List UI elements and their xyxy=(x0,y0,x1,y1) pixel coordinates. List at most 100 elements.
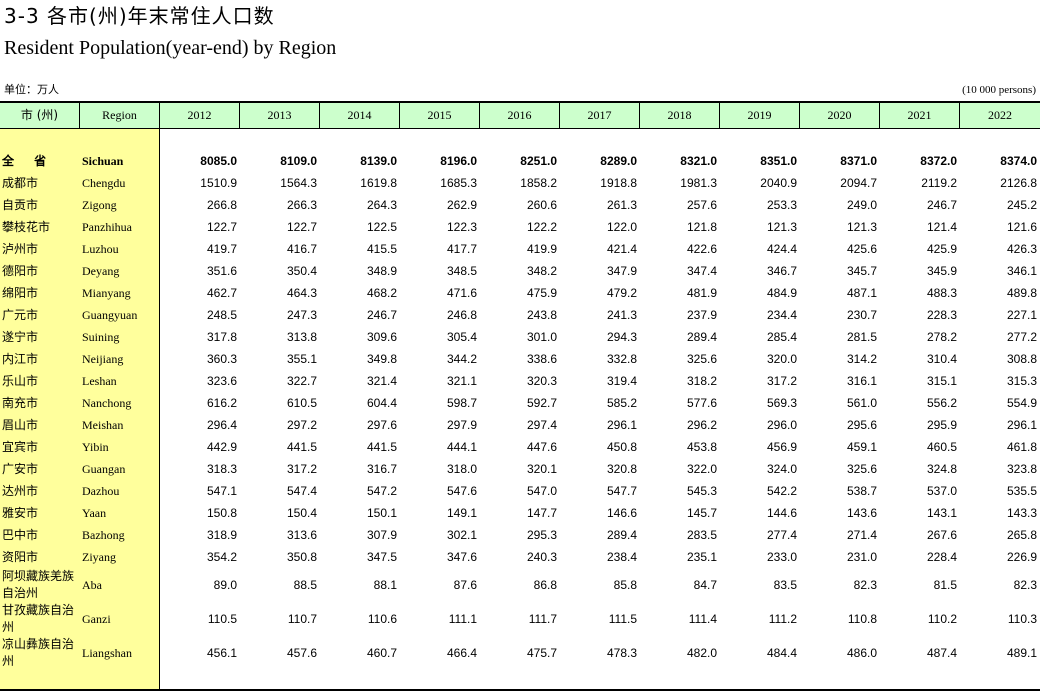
population-value: 325.6 xyxy=(686,352,717,366)
region-name-cn: 绵阳市 xyxy=(2,285,39,300)
population-value: 296.4 xyxy=(206,418,237,432)
population-value: 85.8 xyxy=(613,578,637,592)
population-value: 321.4 xyxy=(366,374,397,388)
region-name-en: Yaan xyxy=(82,505,107,520)
population-value: 289.4 xyxy=(606,528,637,542)
population-value: 598.7 xyxy=(446,396,477,410)
table-row: 成都市 Chengdu 1510.9 1564.3 1619.8 1685.3 1858.2… xyxy=(0,172,1040,194)
population-value: 297.9 xyxy=(446,418,477,432)
population-value: 83.5 xyxy=(773,578,797,592)
population-value: 281.5 xyxy=(846,330,877,344)
region-name-en: Suining xyxy=(82,329,120,344)
population-value: 246.7 xyxy=(926,198,957,212)
region-name-en: Sichuan xyxy=(82,153,124,168)
population-value: 82.3 xyxy=(1013,578,1037,592)
region-name-en: Liangshan xyxy=(82,645,132,660)
region-name-cn: 眉山市 xyxy=(2,417,39,432)
population-value: 1858.2 xyxy=(520,176,557,190)
population-value: 538.7 xyxy=(846,484,877,498)
population-value: 456.1 xyxy=(206,646,237,660)
population-value: 278.2 xyxy=(926,330,957,344)
population-value: 302.1 xyxy=(446,528,477,542)
population-value: 86.8 xyxy=(533,578,557,592)
region-name-en: Chengdu xyxy=(82,175,126,190)
region-name-en: Panzhihua xyxy=(82,219,132,234)
table-row: 广安市 Guangan 318.3 317.2 316.7 318.0 320.1 320.8… xyxy=(0,458,1040,480)
population-value: 347.4 xyxy=(686,264,717,278)
population-value: 309.6 xyxy=(366,330,397,344)
population-value: 484.9 xyxy=(766,286,797,300)
population-value: 110.7 xyxy=(287,612,317,626)
table-row: 德阳市 Deyang 351.6 350.4 348.9 348.5 348.2 347.9 3… xyxy=(0,260,1040,282)
population-value: 569.3 xyxy=(766,396,797,410)
population-value: 144.6 xyxy=(766,506,797,520)
population-value: 460.5 xyxy=(926,440,957,454)
population-value: 441.5 xyxy=(286,440,317,454)
population-value: 610.5 xyxy=(286,396,317,410)
population-value: 245.2 xyxy=(1006,198,1037,212)
population-value: 547.0 xyxy=(526,484,557,498)
region-name-cn: 阿坝藏族羌族自治州 xyxy=(2,569,75,600)
population-value: 484.4 xyxy=(766,646,797,660)
population-value: 110.8 xyxy=(847,612,877,626)
unit-label-cn: 单位：万人 xyxy=(4,83,59,96)
population-value: 313.8 xyxy=(286,330,317,344)
population-value: 8371.0 xyxy=(840,154,877,168)
population-value: 461.8 xyxy=(1006,440,1037,454)
region-name-en: Ganzi xyxy=(82,611,111,626)
population-value: 351.6 xyxy=(206,264,237,278)
population-value: 87.6 xyxy=(453,578,477,592)
header-year: 2015 xyxy=(400,103,480,128)
population-value: 111.5 xyxy=(608,612,637,626)
population-value: 226.9 xyxy=(1006,550,1037,564)
population-value: 82.3 xyxy=(853,578,877,592)
population-value: 416.7 xyxy=(286,242,317,256)
region-name-en: Ziyang xyxy=(82,549,116,564)
population-value: 121.8 xyxy=(686,220,717,234)
population-value: 247.3 xyxy=(286,308,317,322)
table-spacer xyxy=(0,129,1040,150)
population-value: 122.3 xyxy=(446,220,477,234)
population-value: 323.6 xyxy=(206,374,237,388)
population-value: 233.0 xyxy=(766,550,797,564)
population-value: 459.1 xyxy=(846,440,877,454)
population-value: 297.2 xyxy=(286,418,317,432)
population-value: 317.2 xyxy=(766,374,797,388)
region-name-cn: 全 省 xyxy=(2,153,55,168)
population-value: 347.5 xyxy=(366,550,397,564)
population-value: 8085.0 xyxy=(200,154,237,168)
population-value: 228.4 xyxy=(926,550,957,564)
population-value: 345.7 xyxy=(846,264,877,278)
population-value: 89.0 xyxy=(213,578,237,592)
population-value: 238.4 xyxy=(606,550,637,564)
population-value: 8109.0 xyxy=(280,154,317,168)
population-value: 322.7 xyxy=(286,374,317,388)
population-value: 285.4 xyxy=(766,330,797,344)
table-row: 遂宁市 Suining 317.8 313.8 309.6 305.4 301.0 294.3… xyxy=(0,326,1040,348)
region-name-en: Meishan xyxy=(82,417,124,432)
population-value: 246.8 xyxy=(446,308,477,322)
population-value: 318.3 xyxy=(206,462,237,476)
population-value: 324.0 xyxy=(766,462,797,476)
population-value: 88.1 xyxy=(373,578,397,592)
population-value: 122.7 xyxy=(286,220,317,234)
population-value: 315.3 xyxy=(1006,374,1037,388)
population-value: 464.3 xyxy=(286,286,317,300)
population-value: 296.1 xyxy=(606,418,637,432)
population-value: 260.6 xyxy=(526,198,557,212)
population-value: 486.0 xyxy=(846,646,877,660)
population-value: 110.3 xyxy=(1007,612,1037,626)
population-value: 317.2 xyxy=(286,462,317,476)
region-name-cn: 乐山市 xyxy=(2,373,39,388)
header-year: 2014 xyxy=(320,103,400,128)
population-value: 471.6 xyxy=(446,286,477,300)
population-value: 2119.2 xyxy=(921,176,957,190)
population-value: 230.7 xyxy=(846,308,877,322)
population-value: 320.8 xyxy=(606,462,637,476)
population-value: 487.1 xyxy=(846,286,877,300)
population-value: 234.4 xyxy=(766,308,797,322)
population-value: 547.4 xyxy=(286,484,317,498)
table-top-rule xyxy=(0,101,1040,103)
header-year: 2019 xyxy=(720,103,800,128)
table-row: 甘孜藏族自治州 Ganzi 110.5 110.7 110.6 111.1 111.7 111… xyxy=(0,602,1040,636)
